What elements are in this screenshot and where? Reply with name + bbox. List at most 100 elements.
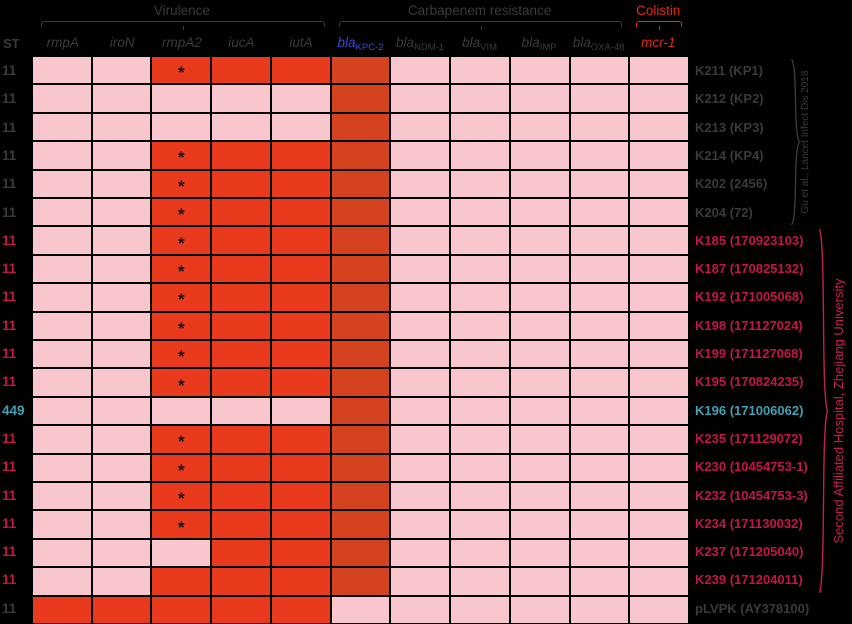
st-value: 11 [2,459,17,475]
group-brace [790,59,801,225]
heat-cell [451,454,509,481]
heat-cell [391,284,450,311]
heat-cell [212,482,270,510]
heat-cell [33,511,91,538]
st-value: 11 [2,544,17,560]
heat-cell [570,511,629,538]
group-header-virulence: Virulence [153,3,210,18]
heat-cell [33,198,91,226]
heat-cell [630,142,688,169]
truncation-asterisk: * [178,375,185,395]
heat-cell [570,284,629,311]
truncation-asterisk: * [178,63,185,83]
heat-cell [570,539,629,567]
gene-name: bla [395,35,414,50]
strain-label: K185 (170923103) [695,232,804,248]
heat-cell [391,312,450,339]
heat-cell [33,340,91,368]
heat-cell [331,340,390,368]
heat-cell [331,454,390,481]
heat-cell [92,227,151,254]
heat-cell [212,227,270,254]
heat-cell [92,539,151,567]
heat-cell [451,170,509,197]
heat-cell [271,113,330,141]
heat-cell [271,142,330,169]
heat-cell [510,57,569,84]
heat-cell [630,511,688,538]
st-value: 11 [2,176,17,192]
heat-cell [212,454,270,481]
heat-cell [331,568,390,595]
heat-cell [570,454,629,481]
heat-cell: * [152,142,211,169]
heat-cell [391,454,450,481]
heat-cell [570,198,629,226]
gene-name: iroN [109,35,135,50]
heat-cell [630,596,688,623]
st-value: 11 [2,119,17,135]
heat-cell [33,113,91,141]
heat-cell [212,170,270,197]
heat-cell [451,227,509,254]
gene-subscript: NDM-1 [413,42,445,53]
st-value: 11 [2,147,17,163]
gene-subscript: OXA-48 [590,42,625,53]
heat-cell [212,340,270,368]
heat-cell [391,568,450,595]
heat-cell [570,482,629,510]
heat-cell [510,142,569,169]
heat-cell [33,369,91,396]
heat-cell [570,170,629,197]
gene-name: rmpA [46,35,79,50]
strain-label: K237 (171205040) [695,544,804,560]
heat-cell [33,312,91,339]
heat-cell [152,397,211,425]
heat-cell [510,312,569,339]
strain-label: K195 (170824235) [695,374,804,390]
group-label: Gu et al., Lancet Infect Dis 2018 [800,70,811,214]
heat-cell [451,596,509,623]
heat-cell [630,568,688,595]
heat-cell [271,57,330,84]
heat-cell: * [152,198,211,226]
st-value: 11 [2,487,17,503]
heat-cell [391,198,450,226]
heat-cell [510,85,569,112]
heat-cell [92,142,151,169]
heat-cell [570,227,629,254]
heat-cell [570,397,629,425]
heat-cell [451,284,509,311]
strain-label: K192 (171005068) [695,289,804,305]
heat-cell [630,482,688,510]
strain-label: K213 (KP3) [695,119,764,135]
gene-subscript: VIM [480,42,498,53]
heat-cell [33,539,91,567]
truncation-asterisk: * [178,205,185,225]
group-bracket-nub [182,26,184,30]
heat-cell [271,255,330,283]
heat-cell [391,340,450,368]
heat-cell [212,426,270,453]
strain-label: K196 (171006062) [695,402,804,418]
strain-label: K239 (171204011) [695,572,803,588]
strain-label: K198 (171127024) [695,317,803,333]
heat-cell [391,142,450,169]
heat-cell [331,482,390,510]
heat-cell [152,539,211,567]
gene-name: bla [462,35,481,50]
heat-cell [92,85,151,112]
heat-cell [331,255,390,283]
heat-cell: * [152,312,211,339]
heat-cell [212,539,270,567]
heat-cell [212,596,270,623]
heat-cell [391,57,450,84]
strain-label: K235 (171129072) [695,430,803,446]
heat-cell [212,568,270,595]
heat-cell [510,482,569,510]
heat-cell [391,255,450,283]
heat-cell [510,397,569,425]
heat-cell [630,85,688,112]
heat-cell [33,482,91,510]
st-value: 11 [2,63,17,78]
